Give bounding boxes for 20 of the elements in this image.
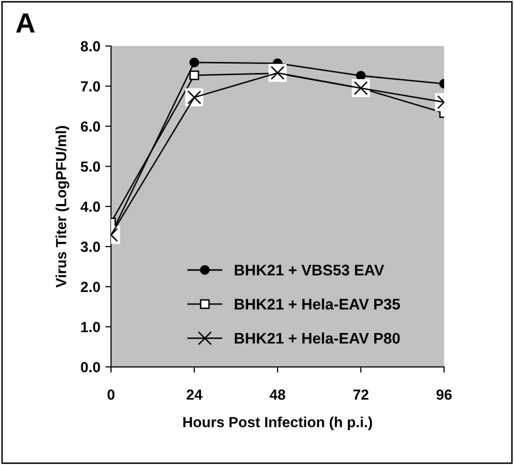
x-tick-label: 96 [436, 389, 452, 400]
y-axis-title: Virus Titer (LogPFU/ml) [56, 126, 70, 288]
legend-label: BHK21 + VBS53 EAV [234, 264, 384, 276]
x-tick-label: 48 [270, 389, 286, 400]
x-tick-label: 72 [353, 389, 368, 400]
y-tick-label: 3.0 [80, 242, 100, 252]
y-tick-label: 1.0 [81, 322, 100, 332]
x-tick-label: 0 [108, 389, 114, 400]
y-tick-label: 2.0 [80, 282, 100, 292]
chart-title: A [16, 13, 35, 33]
y-tick-label: 7.0 [80, 81, 100, 92]
legend-label: BHK21 + Hela-EAV P35 [234, 298, 400, 310]
x-tick-label: 24 [186, 389, 202, 400]
x-axis-title: Hours Post Infection (h p.i.) [183, 416, 372, 430]
y-tick-label: 8.0 [80, 41, 100, 52]
y-tick-label: 6.0 [80, 121, 100, 132]
legend-label: BHK21 + Hela-EAV P80 [234, 332, 400, 344]
y-tick-label: 0.0 [80, 362, 100, 372]
y-tick-label: 4.0 [80, 202, 100, 212]
y-tick-label: 5.0 [80, 161, 100, 172]
